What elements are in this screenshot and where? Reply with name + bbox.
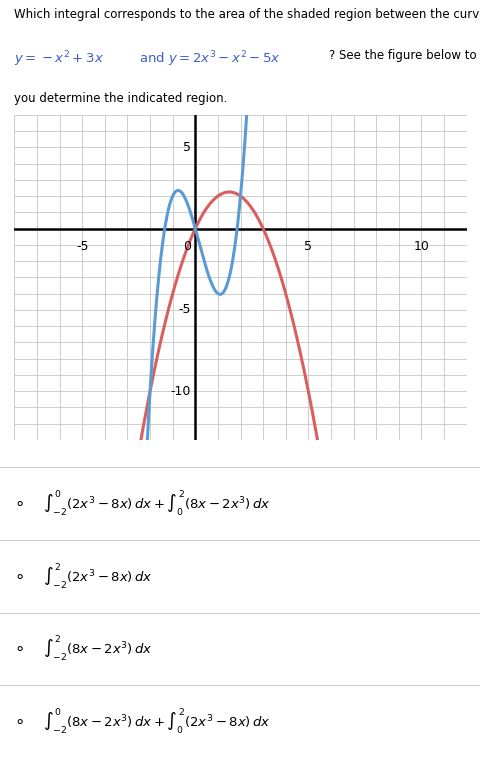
Text: $\circ$: $\circ$ [14, 712, 24, 730]
Text: $y = -x^2 + 3x$: $y = -x^2 + 3x$ [14, 49, 104, 69]
Text: $\int_{-2}^{0} (8x - 2x^3)\, dx + \int_{0}^{2} (2x^3 - 8x)\, dx$: $\int_{-2}^{0} (8x - 2x^3)\, dx + \int_{… [43, 706, 270, 736]
Text: and $y = 2x^3 - x^2 - 5x$: and $y = 2x^3 - x^2 - 5x$ [138, 49, 280, 69]
Text: ? See the figure below to help: ? See the figure below to help [328, 49, 480, 62]
Text: 5: 5 [182, 141, 191, 154]
Text: -5: -5 [76, 240, 88, 253]
Text: $\int_{-2}^{2} (2x^3 - 8x)\, dx$: $\int_{-2}^{2} (2x^3 - 8x)\, dx$ [43, 561, 153, 591]
Text: $\circ$: $\circ$ [14, 494, 24, 512]
Text: 0: 0 [182, 240, 191, 253]
Text: $\int_{-2}^{2} (8x - 2x^3)\, dx$: $\int_{-2}^{2} (8x - 2x^3)\, dx$ [43, 633, 153, 663]
Text: 5: 5 [304, 240, 312, 253]
Text: you determine the indicated region.: you determine the indicated region. [14, 93, 228, 106]
Text: 10: 10 [412, 240, 429, 253]
Text: $\circ$: $\circ$ [14, 567, 24, 584]
Text: -10: -10 [170, 385, 191, 398]
Text: $\int_{-2}^{0} (2x^3 - 8x)\, dx + \int_{0}^{2} (8x - 2x^3)\, dx$: $\int_{-2}^{0} (2x^3 - 8x)\, dx + \int_{… [43, 488, 270, 518]
Text: $\circ$: $\circ$ [14, 640, 24, 657]
Text: Which integral corresponds to the area of the shaded region between the curves: Which integral corresponds to the area o… [14, 8, 480, 21]
Text: -5: -5 [178, 304, 191, 316]
